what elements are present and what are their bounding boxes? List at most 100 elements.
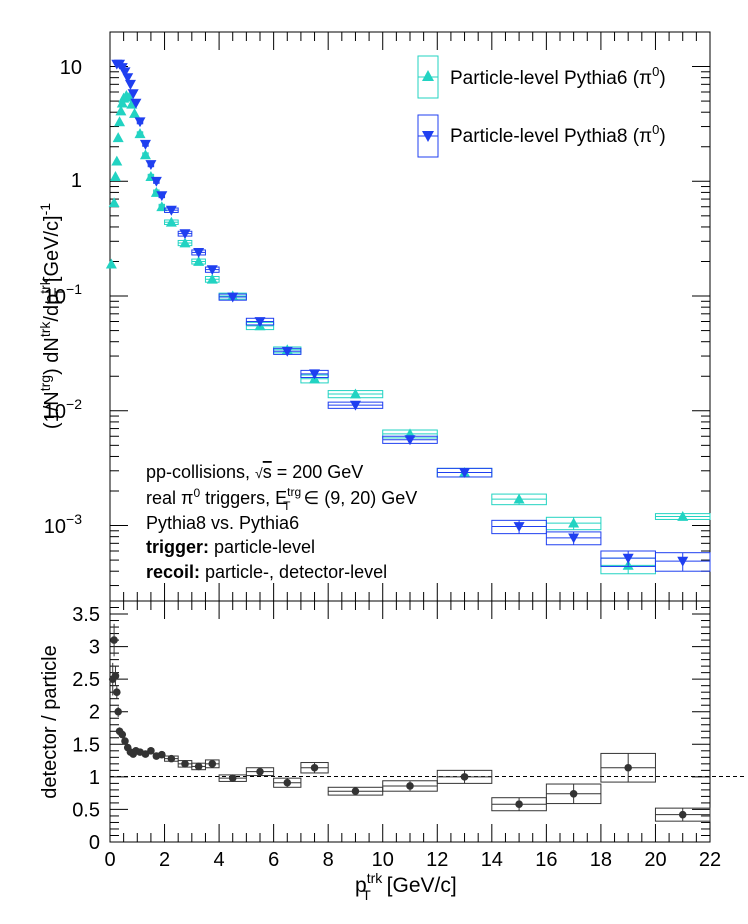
legend-label-pythia6: Particle-level Pythia6 (π0)	[450, 64, 666, 89]
data-point	[179, 237, 191, 248]
data-point	[141, 750, 150, 758]
annotation-trigger-level: trigger: particle-level	[146, 537, 315, 557]
x-tick-label: 16	[535, 849, 557, 871]
data-point	[206, 273, 218, 284]
data-point	[309, 369, 321, 380]
data-point	[181, 760, 189, 768]
data-point	[254, 317, 266, 328]
data-point	[109, 171, 121, 181]
annotation-recoil-level: recoil: particle-, detector-level	[146, 562, 387, 582]
bottom-y-axis-title: detector / particle	[39, 645, 61, 798]
data-point	[677, 510, 689, 521]
data-point	[127, 89, 139, 100]
data-point	[624, 763, 632, 772]
data-point	[227, 292, 239, 303]
data-point	[513, 493, 525, 504]
data-point	[404, 435, 416, 446]
data-point	[351, 787, 360, 795]
data-point	[112, 132, 124, 143]
legend: Particle-level Pythia6 (π0) Particle-lev…	[417, 55, 666, 158]
data-point	[114, 116, 126, 127]
data-point	[459, 468, 471, 478]
data-point	[460, 773, 469, 781]
x-tick-label: 8	[323, 849, 334, 871]
x-tick-label: 18	[590, 849, 612, 871]
data-point	[194, 762, 203, 771]
data-point	[193, 248, 205, 258]
data-point	[310, 763, 319, 772]
bottom-y-tick-label: 3	[89, 637, 100, 659]
bottom-y-tick-label: 3.5	[72, 604, 100, 626]
bottom-y-tick-label: 0.5	[72, 799, 100, 821]
bottom-axis-ticks	[109, 601, 711, 843]
annotation-collisions: pp-collisions, √s = 200 GeV	[146, 462, 363, 482]
data-point	[281, 346, 293, 357]
bottom-y-tick-label: 1.5	[72, 734, 100, 756]
x-tick-label: 6	[268, 849, 279, 871]
data-point	[113, 688, 121, 696]
top-series-layer	[105, 59, 711, 575]
data-point	[108, 197, 120, 208]
legend-marker-pythia8	[422, 131, 434, 142]
bottom-y-tick-label: 2.5	[72, 669, 100, 691]
x-tick-label: 14	[481, 849, 503, 871]
data-point	[678, 810, 687, 819]
data-point	[179, 229, 191, 240]
bottom-y-tick-label: 2	[89, 702, 100, 724]
x-tick-label: 4	[214, 849, 225, 871]
data-point	[167, 754, 176, 763]
bottom-panel: 0 0.5 1 1.5 2 2.5 3 3.5 0 2 4 6 8 10 12 14 16 18 20 22 det…	[39, 600, 745, 903]
y-tick-label-1: 1	[71, 170, 82, 192]
x-axis-title: ptrk T [GeV/c]	[355, 870, 457, 903]
bottom-x-tick-labels: 0 2 4 6 8 10 12 14 16 18 20 22	[104, 849, 721, 871]
data-point	[349, 388, 361, 399]
data-point	[208, 760, 217, 768]
bottom-plot-frame	[109, 600, 711, 843]
data-point	[156, 201, 168, 212]
series-ratio-0	[108, 623, 711, 822]
annotations: pp-collisions, √s = 200 GeV real π0 trig…	[146, 462, 417, 582]
data-point	[139, 139, 151, 150]
data-point	[119, 67, 131, 78]
data-point	[114, 707, 122, 716]
data-point	[134, 117, 146, 128]
data-point	[206, 265, 218, 276]
data-point	[569, 790, 578, 798]
bottom-y-tick-label: 1	[89, 767, 100, 789]
x-tick-label: 22	[699, 849, 721, 871]
data-point	[165, 205, 177, 216]
series-particle-level-pythia6-	[105, 89, 711, 575]
data-point	[622, 553, 634, 564]
data-point	[515, 800, 523, 809]
data-point	[165, 216, 177, 227]
x-tick-label: 0	[104, 849, 115, 871]
data-point	[121, 737, 129, 745]
data-point	[105, 258, 117, 269]
data-point	[118, 730, 127, 739]
data-point	[111, 672, 120, 680]
bottom-y-tick-label: 0	[89, 832, 100, 854]
data-point	[677, 556, 689, 567]
annotation-comparison: Pythia8 vs. Pythia6	[146, 513, 299, 533]
y-tick-label-1e-3: 10−3	[44, 511, 82, 538]
data-point	[150, 176, 162, 187]
bottom-series-layer	[108, 623, 711, 822]
top-panel: 10 1 10−1 10−2 10−3 (1/Ntrg) dNtrk/dptrk…	[37, 31, 711, 602]
data-point	[139, 149, 151, 160]
legend-label-pythia8: Particle-level Pythia8 (π0)	[450, 122, 666, 147]
series-particle-level-pythia8-	[111, 59, 711, 572]
data-point	[115, 105, 127, 116]
data-point	[283, 778, 292, 787]
data-point	[129, 107, 141, 118]
x-tick-label: 10	[372, 849, 394, 871]
annotation-triggers: real π0 triggers, Etrg T ∈ (9, 20) GeV	[146, 485, 417, 513]
x-tick-label: 2	[159, 849, 170, 871]
top-y-axis-title: (1/Ntrg) dNtrk/dptrkT [GeV/c]-1	[37, 203, 67, 429]
data-point	[134, 128, 146, 139]
legend-marker-pythia6	[422, 70, 434, 81]
data-point	[156, 191, 168, 202]
bottom-y-tick-labels: 0 0.5 1 1.5 2 2.5 3 3.5	[72, 604, 100, 854]
data-point	[158, 750, 166, 759]
data-point	[110, 636, 118, 644]
